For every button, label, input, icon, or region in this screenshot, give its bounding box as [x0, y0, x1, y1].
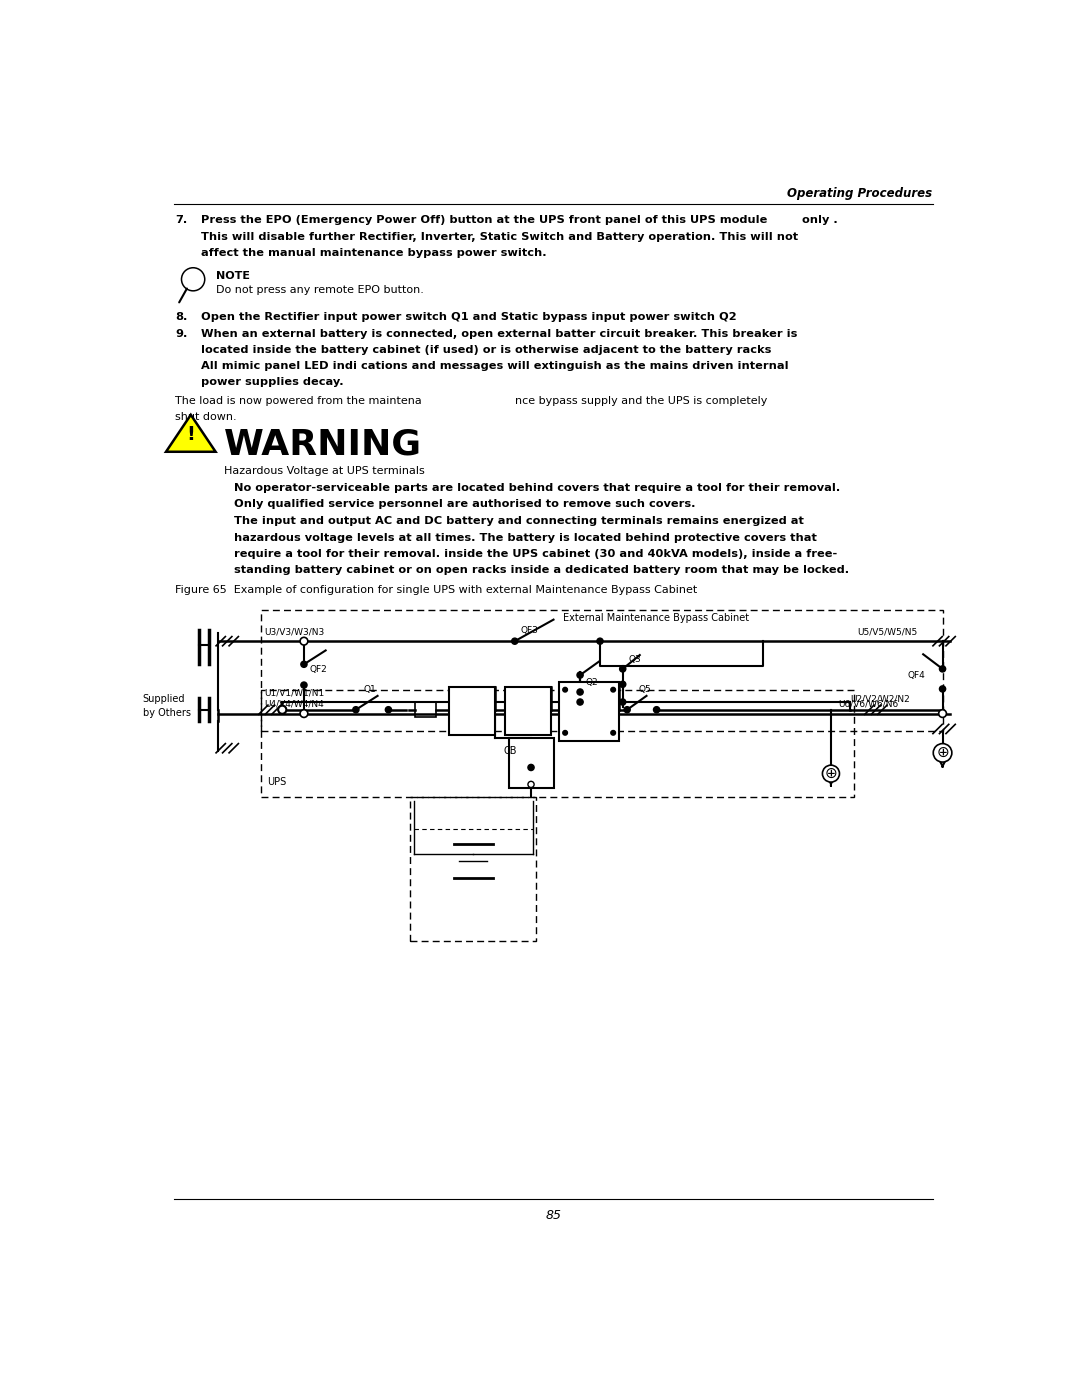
- Circle shape: [620, 698, 625, 705]
- Text: ⊕: ⊕: [936, 746, 949, 760]
- Text: Hazardous Voltage at UPS terminals: Hazardous Voltage at UPS terminals: [225, 465, 424, 475]
- Text: affect the manual maintenance bypass power switch.: affect the manual maintenance bypass pow…: [201, 249, 546, 258]
- Circle shape: [386, 707, 392, 712]
- Text: Supplied: Supplied: [143, 694, 186, 704]
- Text: ⊕: ⊕: [824, 766, 837, 781]
- Text: When an external battery is connected, open external batter circuit breaker. Thi: When an external battery is connected, o…: [201, 328, 797, 338]
- Text: only .: only .: [801, 215, 837, 225]
- Circle shape: [278, 705, 286, 714]
- Bar: [504, 687, 551, 735]
- Circle shape: [940, 666, 946, 672]
- Circle shape: [300, 710, 308, 718]
- Text: Only qualified service personnel are authorised to remove such covers.: Only qualified service personnel are aut…: [234, 499, 696, 509]
- Circle shape: [301, 682, 307, 689]
- Text: No operator-serviceable parts are located behind covers that require a tool for : No operator-serviceable parts are locate…: [234, 482, 840, 493]
- Text: External Maintenance Bypass Cabinet: External Maintenance Bypass Cabinet: [563, 613, 748, 623]
- Text: Do not press any remote EPO button.: Do not press any remote EPO button.: [216, 285, 424, 295]
- Circle shape: [301, 661, 307, 668]
- Circle shape: [624, 707, 631, 712]
- Circle shape: [620, 682, 625, 687]
- Text: The input and output AC and DC battery and connecting terminals remains energize: The input and output AC and DC battery a…: [234, 517, 805, 527]
- Circle shape: [940, 686, 946, 692]
- Circle shape: [512, 638, 517, 644]
- Circle shape: [620, 666, 625, 672]
- Text: U4/V4/W4/N4: U4/V4/W4/N4: [265, 700, 324, 708]
- Text: Open the Rectifier input power switch Q1 and Static bypass input power switch Q2: Open the Rectifier input power switch Q1…: [201, 312, 737, 321]
- Bar: [410, 796, 537, 942]
- Text: 8.: 8.: [175, 312, 188, 321]
- Circle shape: [563, 687, 567, 692]
- Circle shape: [577, 672, 583, 678]
- Text: hazardous voltage levels at all times. The battery is located behind protective : hazardous voltage levels at all times. T…: [234, 532, 818, 542]
- Text: Press the EPO (Emergency Power Off) button at the UPS front panel of this UPS mo: Press the EPO (Emergency Power Off) butt…: [201, 215, 767, 225]
- Bar: [415, 703, 436, 718]
- Text: require a tool for their removal. inside the UPS cabinet (30 and 40kVA models), : require a tool for their removal. inside…: [234, 549, 837, 559]
- Bar: [449, 687, 496, 735]
- Text: by Others: by Others: [143, 708, 191, 718]
- Text: power supplies decay.: power supplies decay.: [201, 377, 343, 387]
- Bar: [260, 610, 943, 731]
- Text: U2/V2/W2/N2: U2/V2/W2/N2: [850, 694, 910, 704]
- Circle shape: [300, 637, 308, 645]
- Circle shape: [939, 710, 946, 718]
- Text: shut down.: shut down.: [175, 412, 237, 422]
- Text: Q3: Q3: [629, 655, 640, 664]
- Text: U6/V6/W6/N6: U6/V6/W6/N6: [838, 700, 899, 708]
- Text: CB: CB: [504, 746, 517, 756]
- Circle shape: [563, 731, 567, 735]
- Bar: [559, 682, 619, 740]
- Circle shape: [353, 707, 359, 712]
- Circle shape: [597, 638, 603, 644]
- Text: All mimic panel LED indi cations and messages will extinguish as the mains drive: All mimic panel LED indi cations and mes…: [201, 360, 788, 372]
- Bar: [509, 738, 554, 788]
- Circle shape: [528, 764, 535, 771]
- Circle shape: [279, 705, 286, 714]
- Text: standing battery cabinet or on open racks inside a dedicated battery room that m: standing battery cabinet or on open rack…: [234, 564, 849, 576]
- Text: WARNING: WARNING: [225, 427, 422, 461]
- Text: Q1: Q1: [364, 686, 376, 694]
- Bar: [260, 690, 854, 796]
- Polygon shape: [166, 415, 216, 451]
- Text: U3/V3/W3/N3: U3/V3/W3/N3: [265, 627, 325, 637]
- Text: Q5: Q5: [638, 686, 651, 694]
- Text: 9.: 9.: [175, 328, 188, 338]
- Circle shape: [933, 743, 951, 763]
- Text: Operating Procedures: Operating Procedures: [786, 187, 932, 200]
- Text: The load is now powered from the maintena: The load is now powered from the mainten…: [175, 397, 422, 407]
- Circle shape: [823, 766, 839, 782]
- Text: QF4: QF4: [907, 671, 926, 679]
- Circle shape: [577, 689, 583, 696]
- Text: nce bypass supply and the UPS is completely: nce bypass supply and the UPS is complet…: [515, 397, 767, 407]
- Text: This will disable further Rectifier, Inverter, Static Switch and Battery operati: This will disable further Rectifier, Inv…: [201, 232, 798, 242]
- Circle shape: [653, 707, 660, 712]
- Text: 7.: 7.: [175, 215, 188, 225]
- Text: QF3: QF3: [521, 626, 539, 636]
- Circle shape: [611, 731, 616, 735]
- Text: located inside the battery cabinet (if used) or is otherwise adjacent to the bat: located inside the battery cabinet (if u…: [201, 345, 771, 355]
- Circle shape: [577, 698, 583, 705]
- Circle shape: [528, 781, 535, 788]
- Text: U5/V5/W5/N5: U5/V5/W5/N5: [858, 627, 918, 637]
- Text: U1/V1/W1/N1: U1/V1/W1/N1: [265, 689, 325, 697]
- Text: !: !: [187, 425, 195, 444]
- Text: Figure 65  Example of configuration for single UPS with external Maintenance Byp: Figure 65 Example of configuration for s…: [175, 585, 698, 595]
- Text: NOTE: NOTE: [216, 271, 251, 281]
- Text: Q2: Q2: [585, 679, 598, 687]
- Text: 85: 85: [545, 1208, 562, 1222]
- Text: QF2: QF2: [309, 665, 327, 675]
- Text: UPS: UPS: [267, 778, 286, 788]
- Circle shape: [611, 687, 616, 692]
